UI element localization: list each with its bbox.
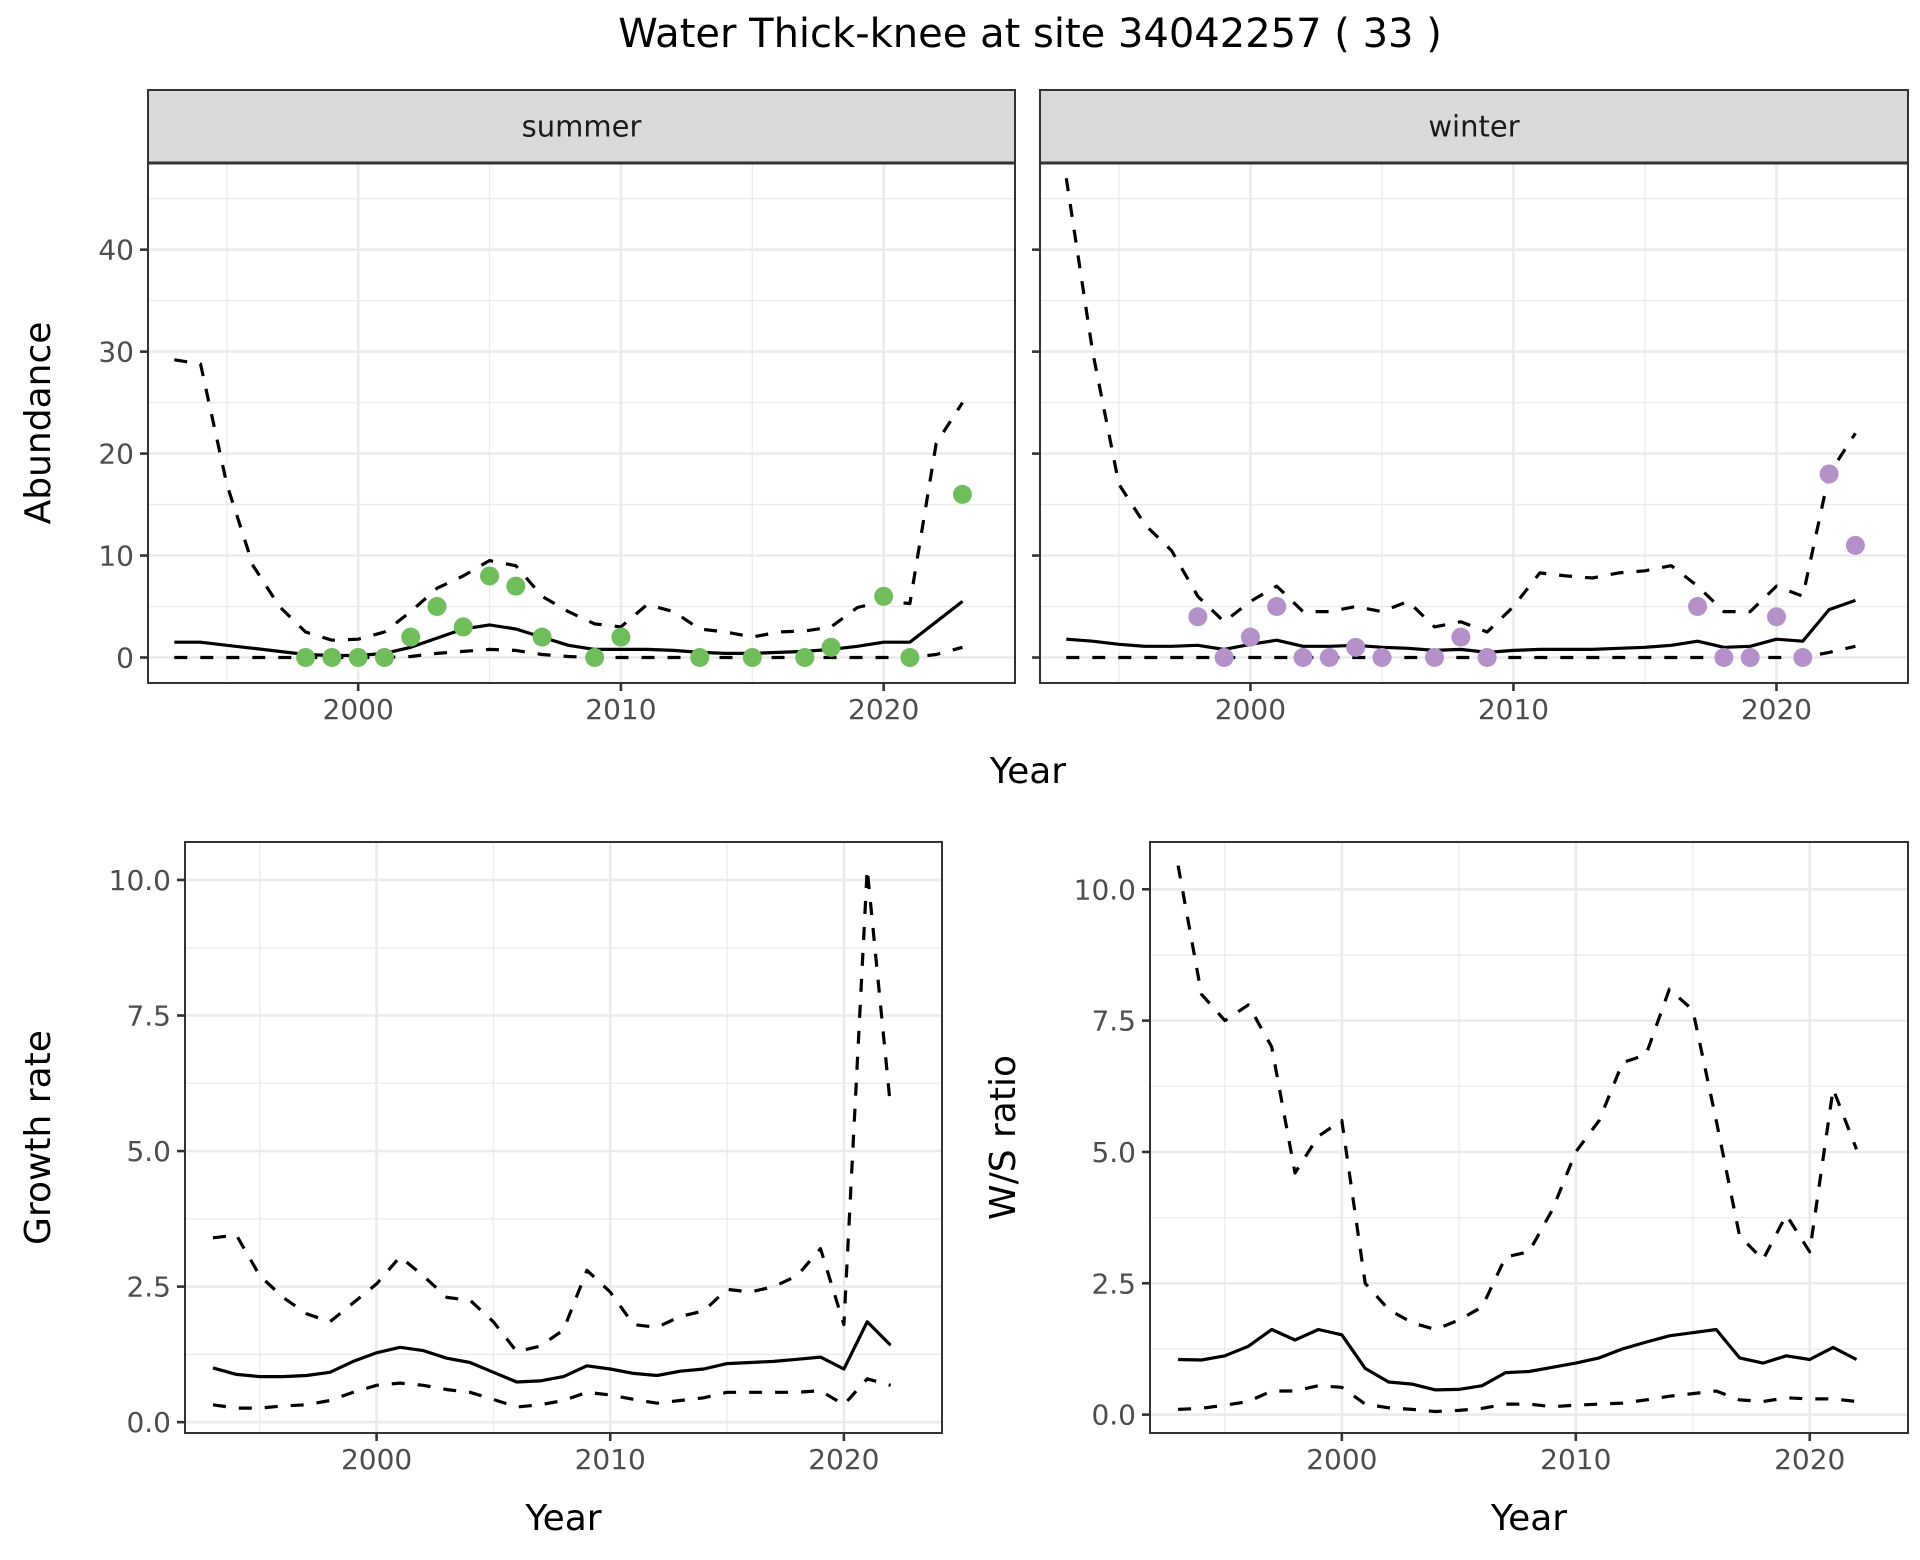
panel-background [1040, 163, 1908, 683]
x-axis-title: Year [1490, 1498, 1567, 1539]
facet-strip [147, 89, 1016, 164]
x-axis-title: Year [524, 1498, 601, 1539]
y-tick-label: 10.0 [1074, 873, 1136, 906]
data-point [1319, 648, 1339, 668]
data-point [480, 566, 500, 586]
y-tick-label: 2.5 [1091, 1267, 1136, 1300]
data-point [1451, 627, 1471, 647]
x-tick-label: 2010 [575, 1443, 646, 1476]
data-point [1477, 648, 1497, 668]
x-tick-label: 2020 [1774, 1443, 1845, 1476]
x-tick-label: 2000 [1215, 693, 1286, 726]
data-point [1240, 627, 1260, 647]
data-point [296, 648, 316, 668]
data-point [427, 597, 447, 617]
panel-ws-ratio: 0.0 2.5 5.0 7.5 10.0 2000 2010 2020 Year W/S rati… [983, 841, 1909, 1539]
y-axis-title: Abundance [18, 322, 59, 525]
x-tick-label: 2010 [1478, 693, 1549, 726]
y-tick-label: 10 [98, 540, 134, 573]
data-point [1293, 648, 1313, 668]
figure-title: Water Thick-knee at site 34042257 ( 33 ) [618, 11, 1442, 57]
data-point [1819, 464, 1839, 484]
x-tick-label: 2020 [808, 1443, 879, 1476]
y-tick-label: 7.5 [126, 1000, 171, 1033]
data-point [374, 648, 394, 668]
y-axis-title: W/S ratio [983, 1055, 1024, 1220]
data-point [1714, 648, 1734, 668]
data-point [611, 627, 631, 647]
data-point [1766, 607, 1786, 627]
data-point [506, 576, 526, 596]
data-point [1372, 648, 1392, 668]
x-tick-label: 2020 [848, 693, 919, 726]
data-point [900, 648, 920, 668]
data-point [1346, 637, 1366, 657]
y-tick-label: 5.0 [1091, 1136, 1136, 1169]
data-point [1267, 597, 1287, 617]
y-tick-label: 10.0 [109, 864, 171, 897]
data-point [401, 627, 421, 647]
data-point [795, 648, 815, 668]
panel-abundance-winter: winter 2000 2010 2020 [1032, 89, 1909, 726]
y-tick-label: 7.5 [1091, 1005, 1136, 1038]
x-axis-title-facets: Year [989, 751, 1066, 792]
data-point [690, 648, 710, 668]
y-axis-title: Growth rate [18, 1030, 59, 1245]
data-point [1845, 535, 1865, 555]
y-tick-label: 2.5 [126, 1271, 171, 1304]
facet-strip [1039, 89, 1909, 164]
facet-strip-label: winter [1428, 110, 1519, 144]
y-tick-label: 0 [116, 642, 134, 675]
data-point [348, 648, 368, 668]
data-point [742, 648, 762, 668]
data-point [1688, 597, 1708, 617]
data-point [952, 484, 972, 504]
panel-background [1150, 842, 1908, 1433]
series-line-mean [1066, 598, 1856, 654]
x-tick-label: 2000 [341, 1443, 412, 1476]
x-tick-label: 2010 [585, 693, 656, 726]
data-point [322, 648, 342, 668]
series-line-mean [212, 1320, 892, 1384]
y-tick-label: 30 [98, 336, 134, 369]
series-line-upper [1176, 865, 1858, 1332]
panel-border [1149, 841, 1909, 1434]
x-tick-label: 2010 [1540, 1443, 1611, 1476]
data-point [453, 617, 473, 637]
y-tick-label: 0.0 [1091, 1399, 1136, 1432]
series-line-lower [212, 1377, 892, 1410]
data-point [1740, 648, 1760, 668]
panel-background [185, 842, 942, 1433]
panel-abundance-summer: summer 0 10 20 30 40 2000 2010 2020 Abundance [18, 89, 1016, 726]
data-point [585, 648, 605, 668]
data-point [1188, 607, 1208, 627]
data-point [874, 586, 894, 606]
data-point [532, 627, 552, 647]
data-point [1214, 648, 1234, 668]
facet-strip-label: summer [522, 110, 642, 144]
x-tick-label: 2000 [323, 693, 394, 726]
y-tick-label: 40 [98, 234, 134, 267]
x-tick-label: 2000 [1306, 1443, 1377, 1476]
series-line-upper [1064, 178, 1857, 634]
data-point [821, 637, 841, 657]
data-point [1793, 648, 1813, 668]
panel-growth-rate: 0.0 2.5 5.0 7.5 10.0 2000 2010 2020 Year Growth r… [18, 841, 943, 1539]
y-tick-label: 20 [98, 438, 134, 471]
y-tick-label: 5.0 [126, 1135, 171, 1168]
series-line-mean [1178, 1327, 1858, 1392]
series-line-lower [1178, 1384, 1857, 1414]
series-line-upper [212, 867, 893, 1354]
series-line-upper [174, 358, 964, 642]
x-tick-label: 2020 [1741, 693, 1812, 726]
y-tick-label: 0.0 [126, 1406, 171, 1439]
data-point [1425, 648, 1445, 668]
panel-border [184, 841, 943, 1434]
